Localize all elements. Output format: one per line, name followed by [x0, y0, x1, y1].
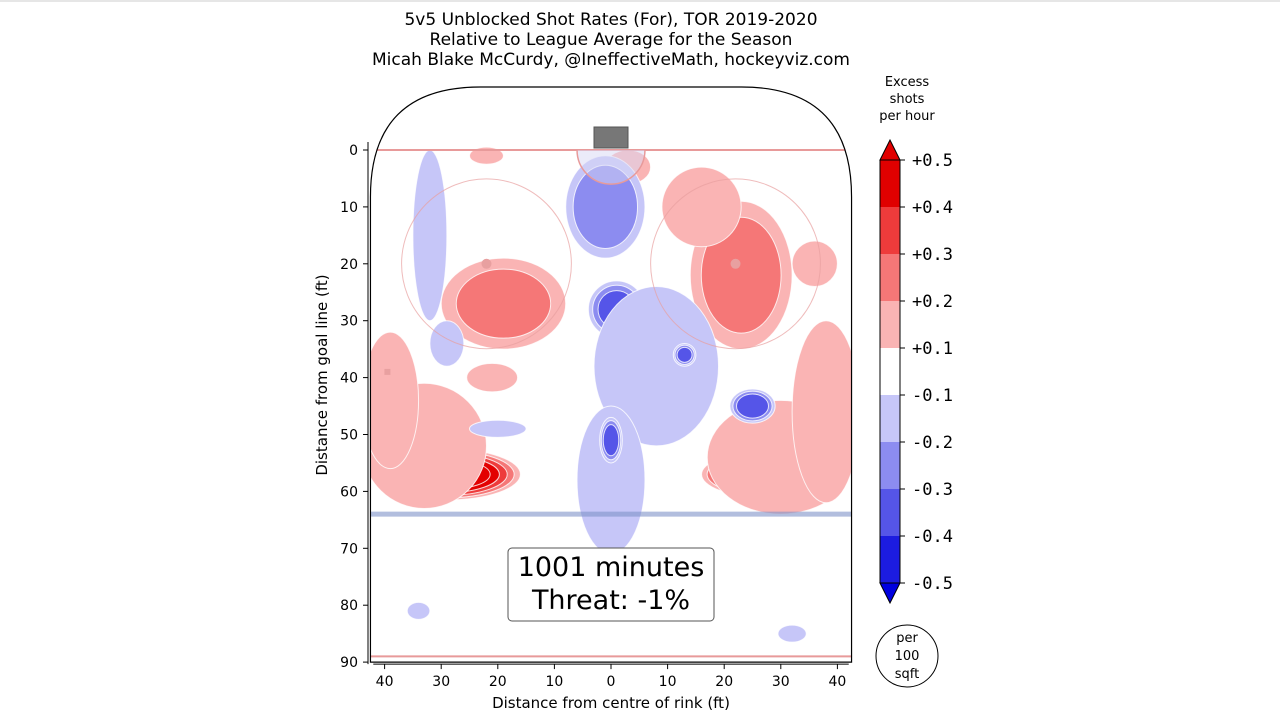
contour-region: [466, 362, 519, 393]
y-tick-label: 50: [340, 428, 358, 444]
x-tick-label: 20: [715, 674, 733, 690]
y-tick-label: 60: [340, 484, 358, 500]
contour-region: [735, 393, 770, 419]
x-tick-label: 10: [659, 674, 677, 690]
y-axis-label: Distance from goal line (ft): [313, 274, 331, 475]
x-tick-label: 10: [545, 674, 563, 690]
colorbar-tick-label: +0.4: [912, 198, 953, 218]
y-tick-label: 40: [340, 371, 358, 387]
contour-region: [700, 216, 782, 334]
contour-region: [791, 240, 838, 288]
colorbar-band: [880, 489, 900, 536]
x-tick-label: 40: [376, 674, 394, 690]
contour-region: [777, 624, 807, 643]
contour-region: [593, 286, 720, 447]
x-tick-label: 30: [432, 674, 450, 690]
x-tick-label: 40: [828, 674, 846, 690]
chart-title-line-2: Relative to League Average for the Seaso…: [429, 30, 793, 50]
colorbar-band: [880, 442, 900, 489]
contour-region: [661, 166, 742, 248]
contour-region: [455, 268, 552, 339]
contour-region: [370, 331, 420, 470]
axes: 40 30 20 10 0 10 20 30 40 0 10 20 30 40 50 60 70 80 90: [340, 142, 849, 690]
colorbar-tick-label: +0.1: [912, 339, 953, 359]
contour-region: [602, 424, 620, 457]
x-axis-label: Distance from centre of rink (ft): [492, 694, 730, 712]
x-tick-label: 20: [489, 674, 507, 690]
faceoff-circle-left: [401, 178, 572, 350]
y-tick-label: 10: [340, 200, 358, 216]
x-tick-label: 30: [772, 674, 790, 690]
goal-net: [593, 126, 629, 149]
chart-title-line-3: Micah Blake McCurdy, @IneffectiveMath, h…: [372, 50, 850, 70]
y-tick-label: 30: [340, 314, 358, 330]
contour-region: [469, 419, 527, 438]
y-tick-label: 0: [349, 143, 358, 159]
colorbar-tick-label: +0.2: [912, 292, 953, 312]
top-border: [0, 0, 1280, 2]
x-tick-label: 0: [607, 674, 616, 690]
colorbar-tick-label: -0.1: [912, 386, 953, 406]
contour-field: [370, 146, 852, 643]
colorbar-tick-label: -0.2: [912, 433, 953, 453]
colorbar-band: [880, 395, 900, 442]
y-tick-label: 70: [340, 541, 358, 557]
y-tick-label: 20: [340, 257, 358, 273]
y-tick-label: 90: [340, 655, 358, 671]
colorbar-title-line-1: Excess: [885, 75, 930, 90]
annotation-threat: Threat: -1%: [531, 585, 690, 616]
unit-badge-line-2: 100: [895, 649, 920, 664]
contour-region: [412, 149, 448, 322]
colorbar-band: [880, 207, 900, 254]
contour-region: [469, 146, 504, 165]
unit-badge-line-1: per: [896, 631, 918, 646]
colorbar-tick-label: -0.5: [912, 574, 953, 594]
faceoff-circle-right: [650, 178, 821, 350]
colorbar-tick-label: -0.3: [912, 480, 953, 500]
colorbar-title-line-3: per hour: [879, 109, 935, 124]
faceoff-dot-left: [481, 258, 492, 269]
unit-badge: [875, 624, 939, 688]
colorbar-frame: [879, 159, 901, 584]
colorbar-extend-bottom: [879, 582, 901, 605]
contour-region: [406, 601, 431, 620]
neutral-dot-left: [384, 368, 391, 375]
goal-crease: [576, 149, 646, 185]
colorbar-band: [880, 254, 900, 301]
unit-badge-line-3: sqft: [895, 667, 919, 682]
colorbar-tick-label: +0.5: [912, 151, 953, 171]
colorbar-tick-label: +0.3: [912, 245, 953, 265]
colorbar-tick-label: -0.4: [912, 527, 953, 547]
colorbar-band: [880, 160, 900, 207]
y-tick-label: 80: [340, 598, 358, 614]
rink-boards: [369, 86, 853, 663]
colorbar: +0.5 +0.4 +0.3 +0.2 +0.1 -0.1 -0.2 -0.3 -0.4 -0.5: [879, 138, 953, 605]
annotation-minutes: 1001 minutes: [518, 552, 705, 583]
annotation-box: [507, 547, 715, 622]
colorbar-extend-top: [879, 138, 901, 161]
contour-region: [676, 346, 693, 363]
colorbar-band: [880, 348, 900, 395]
colorbar-band: [880, 536, 900, 583]
plot-area: [369, 86, 853, 663]
contour-region: [429, 320, 465, 367]
rink-markings: [370, 149, 852, 658]
colorbar-band: [880, 301, 900, 348]
chart-title-line-1: 5v5 Unblocked Shot Rates (For), TOR 2019…: [404, 10, 818, 30]
contour-region: [791, 320, 852, 504]
faceoff-dot-right: [730, 258, 741, 269]
colorbar-title-line-2: shots: [890, 92, 925, 107]
